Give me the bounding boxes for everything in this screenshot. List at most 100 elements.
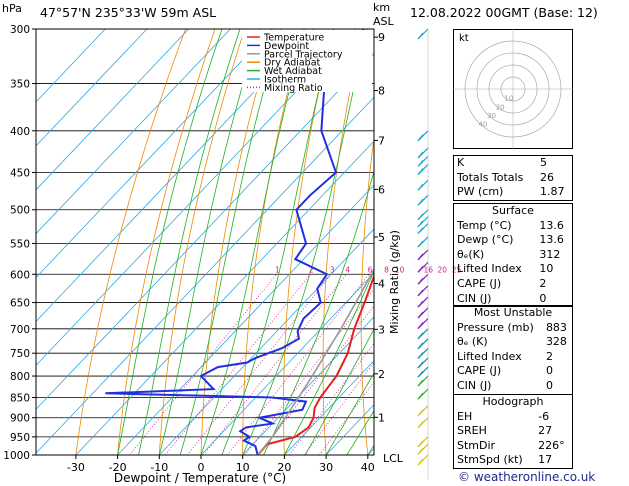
isotherm-line — [36, 29, 273, 279]
wind-barb-flag — [417, 240, 424, 248]
dry-adiabat-line — [200, 29, 275, 455]
series-temperature — [256, 273, 374, 455]
pressure-tick-label: 600 — [10, 269, 30, 281]
pressure-tick-label: 900 — [10, 413, 30, 425]
isotherm-line — [159, 228, 374, 455]
temperature-tick-label: -20 — [109, 461, 127, 474]
wet-adiabat-line — [117, 29, 223, 455]
legend-label: Wet Adiabat — [264, 66, 322, 77]
temperature-tick-label: 30 — [319, 461, 333, 474]
mixing-ratio-label: 1 — [275, 265, 280, 274]
mixing-ratio-line — [203, 274, 347, 455]
legend-label: Isotherm — [264, 75, 306, 86]
isotherm-line — [75, 140, 374, 455]
isotherm-line — [242, 316, 374, 455]
dry-adiabat-line — [567, 29, 618, 455]
most-unstable-table: Most Unstable Pressure (mb) 883 θₑ (K) 328… — [453, 305, 573, 395]
legend-label: Parcel Trajectory — [264, 49, 343, 60]
dry-adiabat-line — [322, 29, 364, 455]
legend-label: Mixing Ratio — [264, 83, 323, 94]
mixing-ratio-label: 6 — [368, 265, 373, 274]
wind-barb-flag — [417, 151, 424, 159]
hodograph-title: Hodograph — [482, 395, 544, 408]
wind-barb-flag — [417, 183, 424, 191]
temperature-tick-label: 40 — [361, 461, 375, 474]
pressure-tick-label: 300 — [10, 24, 30, 36]
surface-title: Surface — [492, 204, 534, 217]
wet-adiabat-line — [242, 29, 368, 455]
k-value: 5 — [539, 156, 547, 169]
pressure-tick-label: 850 — [10, 392, 30, 404]
pressure-tick-label: 1000 — [3, 450, 30, 462]
isotherm-line — [36, 29, 231, 235]
isotherm-line — [36, 29, 189, 191]
credit: © weatheronline.co.uk — [458, 470, 596, 484]
run-time-title: 12.08.2022 00GMT (Base: 12) — [410, 5, 598, 20]
pw-value: 1.87 — [539, 185, 565, 199]
mixing-ratio-line — [318, 381, 374, 455]
wind-barb-flag — [417, 227, 424, 235]
km-tick-label: 8 — [378, 85, 385, 98]
wind-barb-flag — [417, 168, 424, 175]
dry-adiabat-line — [434, 29, 452, 455]
isotherm-line — [36, 96, 374, 454]
plot-frame — [35, 28, 375, 456]
mixing-ratio-line — [288, 342, 374, 455]
km-tick-label: 5 — [378, 231, 385, 244]
x-axis-label: Dewpoint / Temperature (°C) — [114, 471, 286, 485]
wind-barb-flag — [417, 440, 424, 448]
mixing-ratio-label: 3 — [330, 265, 335, 274]
wind-barb-flag — [417, 458, 424, 466]
hpa-axis-title: hPa — [2, 2, 22, 15]
y-axis-label-right: Mixing Ratio (g/kg) — [388, 230, 401, 334]
wind-barb-flag — [417, 134, 424, 142]
mixing-ratio-label: 4 — [345, 265, 350, 274]
pressure-tick-label: 700 — [10, 324, 30, 336]
indices-table: K 5 Totals Totals 26 PW (cm) 1.87 — [453, 155, 573, 201]
wet-adiabat-line — [138, 29, 241, 455]
wind-barb-flag — [417, 253, 424, 261]
pw-label: PW (cm) — [457, 185, 504, 199]
legend-label: Temperature — [263, 33, 324, 44]
dry-adiabat-line — [242, 29, 305, 455]
temperature-tick-label: -30 — [67, 461, 85, 474]
isotherm-line — [36, 29, 315, 323]
mixing-ratio-line — [227, 274, 370, 455]
km-tick-label: 2 — [378, 368, 385, 381]
km-tick-label: 1 — [378, 411, 385, 424]
km-tick-label: 9 — [378, 31, 385, 44]
pressure-axis: 300 350 400 450 500 550 600 650 700 750 800 850 900 9… — [3, 24, 36, 462]
k-label: K — [457, 156, 465, 169]
isotherm-line — [36, 29, 106, 103]
isotherm-line — [36, 52, 374, 410]
asl-axis-title: ASL — [373, 15, 394, 28]
wind-barb-flag — [417, 300, 424, 308]
wind-barb-flag — [417, 409, 424, 417]
wind-barb-flag — [417, 342, 424, 350]
temperature-tick-label: 10 — [236, 461, 250, 474]
legend-label: Dry Adiabat — [264, 58, 321, 69]
wind-barb-flag — [417, 370, 424, 378]
mixing-ratio-line — [244, 288, 374, 455]
dry-adiabat-line — [599, 29, 629, 455]
dry-adiabat-line — [398, 29, 422, 455]
wind-barbs — [417, 28, 429, 480]
most-unstable-title: Most Unstable — [473, 306, 553, 319]
wind-barb-flag — [417, 32, 424, 40]
pressure-tick-label: 400 — [10, 126, 30, 138]
tt-label: Totals Totals — [457, 170, 524, 184]
wind-barb-flag — [417, 265, 424, 273]
wind-barb-flag — [417, 220, 424, 228]
pressure-tick-label: 950 — [10, 432, 30, 444]
km-tick-label: 7 — [378, 134, 385, 147]
wet-adiabat-line — [304, 328, 374, 455]
wet-adiabat-line — [200, 29, 306, 455]
temperature-tick-label: 20 — [277, 461, 291, 474]
km-axis: 9 8 7 6 5 4 3 2 1 — [374, 31, 385, 424]
temperature-tick-label: -10 — [150, 461, 168, 474]
mixing-ratio-label: 20 — [438, 265, 448, 274]
dry-adiabat-line — [360, 135, 374, 455]
